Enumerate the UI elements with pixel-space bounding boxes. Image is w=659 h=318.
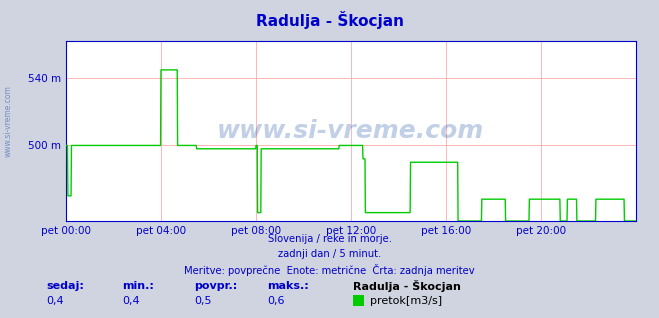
Text: zadnji dan / 5 minut.: zadnji dan / 5 minut. bbox=[278, 249, 381, 259]
Text: Radulja - Škocjan: Radulja - Škocjan bbox=[256, 11, 403, 29]
Text: www.si-vreme.com: www.si-vreme.com bbox=[217, 119, 484, 143]
Text: povpr.:: povpr.: bbox=[194, 281, 238, 291]
Text: pretok[m3/s]: pretok[m3/s] bbox=[370, 295, 442, 306]
Text: 0,4: 0,4 bbox=[122, 295, 140, 306]
Text: 0,4: 0,4 bbox=[46, 295, 64, 306]
Text: Meritve: povprečne  Enote: metrične  Črta: zadnja meritev: Meritve: povprečne Enote: metrične Črta:… bbox=[184, 264, 475, 276]
Text: Radulja - Škocjan: Radulja - Škocjan bbox=[353, 280, 461, 292]
Text: sedaj:: sedaj: bbox=[46, 281, 84, 291]
Text: 0,6: 0,6 bbox=[267, 295, 285, 306]
Text: 0,5: 0,5 bbox=[194, 295, 212, 306]
Text: Slovenija / reke in morje.: Slovenija / reke in morje. bbox=[268, 234, 391, 244]
Text: maks.:: maks.: bbox=[267, 281, 308, 291]
Text: www.si-vreme.com: www.si-vreme.com bbox=[3, 85, 13, 157]
Text: min.:: min.: bbox=[122, 281, 154, 291]
